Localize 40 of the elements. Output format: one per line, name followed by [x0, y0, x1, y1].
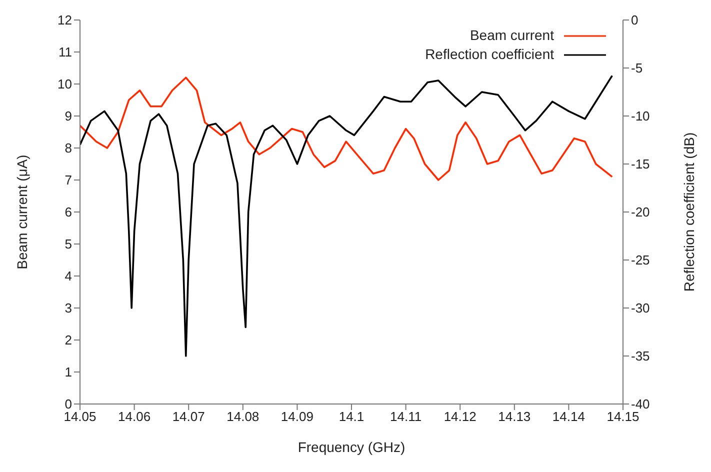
y-tick-label: 4	[64, 268, 72, 284]
legend-label: Reflection coefficient	[425, 45, 554, 64]
y2-tick-label: -30	[631, 300, 650, 316]
y-tick-label: 2	[64, 332, 72, 348]
y-tick-label: 5	[64, 236, 72, 252]
x-tick-label: 14.09	[280, 409, 314, 424]
x-axis-title: Frequency (GHz)	[298, 439, 406, 455]
y-axis-title: Beam current (μA)	[14, 154, 30, 270]
y2-axis-title: Reflection coefficient (dB)	[680, 132, 697, 292]
y-tick-label: 6	[64, 204, 72, 220]
y2-tick-label: -5	[631, 60, 643, 76]
legend-label: Beam current	[470, 26, 554, 45]
x-tick-label: 14.13	[498, 409, 531, 424]
y2-tick-label: 0	[631, 12, 638, 28]
x-tick-label: 14.06	[118, 409, 151, 424]
y2-tick-label: -25	[631, 252, 650, 268]
x-tick-label: 14.05	[64, 409, 96, 424]
y2-tick-label: -15	[631, 156, 650, 172]
x-tick-label: 14.11	[390, 409, 422, 424]
x-tick-label: 14.07	[172, 409, 205, 424]
y-tick-label: 8	[64, 140, 72, 156]
x-tick-label: 14.08	[226, 409, 260, 424]
y2-tick-label: -10	[631, 108, 650, 124]
x-tick-label: 14.12	[444, 409, 476, 424]
y-tick-label: 10	[58, 76, 72, 92]
y-tick-label: 1	[64, 364, 72, 380]
x-tick-label: 14.14	[552, 409, 585, 424]
y2-tick-label: -40	[631, 396, 650, 412]
y2-tick-label: -35	[631, 348, 650, 364]
y-tick-label: 11	[58, 44, 72, 60]
x-tick-label: 14.1	[338, 409, 364, 424]
y2-tick-label: -20	[631, 204, 650, 220]
y-tick-label: 3	[64, 300, 72, 316]
line-series	[80, 74, 614, 357]
y-tick-label: 7	[64, 172, 72, 188]
line-series	[80, 76, 614, 181]
y-tick-label: 12	[58, 12, 72, 28]
y-tick-label: 9	[64, 108, 72, 124]
y-tick-label: 0	[64, 396, 72, 412]
x-tick-label: 14.15	[606, 409, 640, 424]
